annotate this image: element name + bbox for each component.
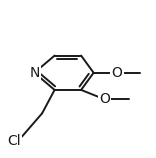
Text: O: O <box>112 66 122 80</box>
Text: O: O <box>99 92 110 106</box>
Text: Cl: Cl <box>7 134 21 148</box>
Text: N: N <box>29 66 39 80</box>
